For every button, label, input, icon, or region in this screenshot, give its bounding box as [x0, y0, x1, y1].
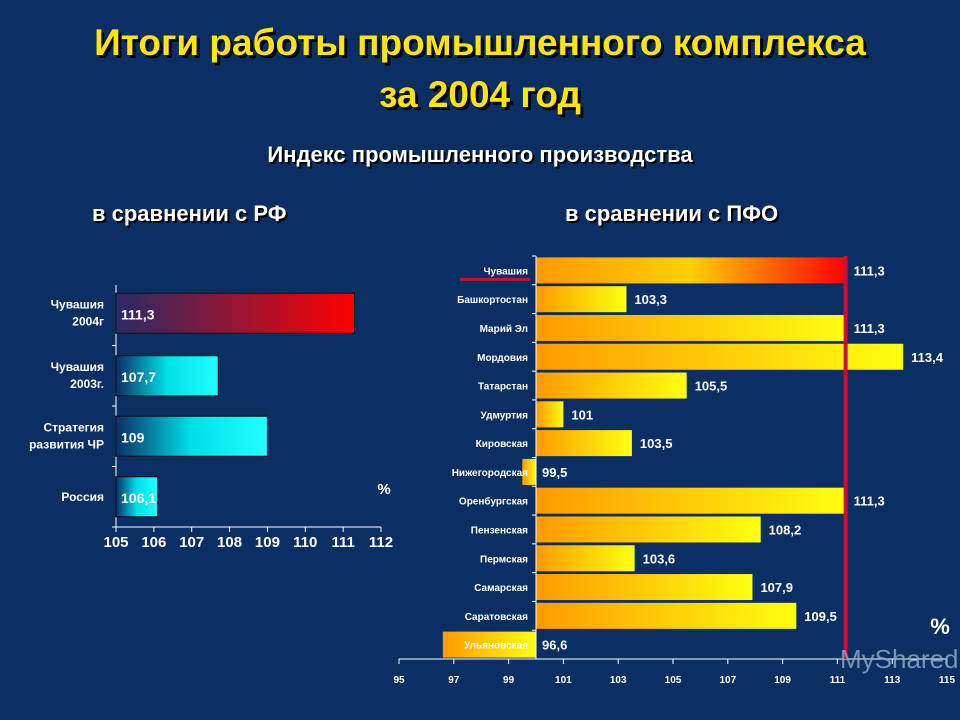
category-label: Россия [61, 490, 104, 504]
category-label: 2003г. [70, 377, 104, 391]
category-label: Мордовия [477, 353, 528, 364]
x-tick-label: 113 [884, 675, 901, 686]
bar [536, 257, 846, 284]
bar [536, 343, 904, 370]
bar [536, 401, 564, 428]
category-label: Татарстан [478, 382, 528, 393]
bar [536, 602, 797, 629]
category-label: Чувашия [51, 360, 104, 374]
x-tick-label: 103 [610, 675, 627, 686]
right-chart-title: в сравнении с ПФО [565, 201, 779, 226]
x-tick-label: 107 [179, 534, 204, 551]
bar [536, 516, 761, 543]
bar [536, 487, 846, 514]
unit-label: % [377, 481, 390, 498]
bar [115, 415, 268, 457]
category-label: Чувашия [51, 297, 104, 311]
data-label: 113,4 [911, 350, 944, 365]
bar [536, 574, 753, 601]
category-label: Пермская [480, 554, 528, 565]
x-tick-label: 108 [217, 534, 242, 551]
category-label: Ульяновская [464, 641, 528, 652]
category-label: Самарская [474, 583, 528, 594]
x-tick-label: 106 [141, 534, 166, 551]
data-label: 109,5 [804, 609, 837, 624]
category-label: Марий Эл [480, 324, 528, 335]
bar [536, 286, 627, 313]
bar [536, 372, 687, 399]
bar [115, 355, 219, 397]
data-label: 111,3 [854, 494, 885, 509]
data-label: 111,3 [854, 321, 885, 336]
x-tick-label: 105 [103, 534, 128, 551]
bar [536, 430, 632, 457]
x-tick-label: 99 [503, 675, 515, 686]
watermark: MyShared [840, 644, 959, 674]
bar [536, 314, 846, 341]
data-label: 99,5 [542, 465, 567, 480]
data-label: 101 [571, 407, 593, 422]
data-label: 106,1 [121, 490, 156, 506]
category-label: Чувашия [484, 266, 529, 277]
x-tick-label: 109 [255, 534, 280, 551]
bar [522, 458, 536, 485]
subtitle: Индекс промышленного производства [267, 142, 693, 167]
category-label: 2004г [72, 314, 104, 328]
x-tick-label: 97 [448, 675, 460, 686]
data-label: 105,5 [695, 379, 728, 394]
data-label: 103,6 [643, 551, 676, 566]
category-label: Пензенская [471, 525, 528, 536]
title-line1: Итоги работы промышленного комплекса [94, 22, 866, 63]
category-label: Стратегия [44, 420, 104, 434]
x-tick-label: 115 [939, 675, 956, 686]
x-tick-label: 111 [331, 534, 354, 551]
category-label: Оренбургская [459, 496, 528, 508]
data-label: 111,3 [854, 263, 885, 278]
x-tick-label: 112 [369, 534, 393, 551]
data-label: 111,3 [121, 306, 155, 322]
data-label: 103,5 [640, 436, 673, 451]
x-tick-label: 107 [719, 675, 736, 686]
x-tick-label: 95 [393, 675, 405, 686]
data-label: 107,9 [760, 580, 793, 595]
title-line2: за 2004 год [379, 74, 581, 115]
x-tick-label: 109 [774, 675, 791, 686]
category-label: Саратовская [465, 612, 528, 623]
category-label: Нижегородская [452, 468, 528, 479]
category-label: Удмуртия [481, 410, 529, 421]
bar [115, 292, 355, 334]
data-label: 108,2 [769, 522, 802, 537]
data-label: 109 [121, 429, 145, 445]
x-tick-label: 111 [830, 675, 846, 686]
data-label: 96,6 [542, 638, 567, 653]
x-tick-label: 110 [293, 534, 317, 551]
bar [442, 631, 536, 658]
category-label: Башкортостан [457, 295, 528, 306]
left-chart-title: в сравнении с РФ [92, 201, 287, 226]
unit-label: % [930, 614, 950, 639]
bar [536, 545, 635, 572]
x-tick-label: 101 [555, 675, 572, 686]
category-label: Кировская [476, 439, 528, 450]
x-tick-label: 105 [665, 675, 682, 686]
category-label: развития ЧР [29, 437, 104, 451]
data-label: 107,7 [121, 369, 156, 385]
bar [115, 476, 159, 518]
data-label: 103,3 [634, 292, 667, 307]
